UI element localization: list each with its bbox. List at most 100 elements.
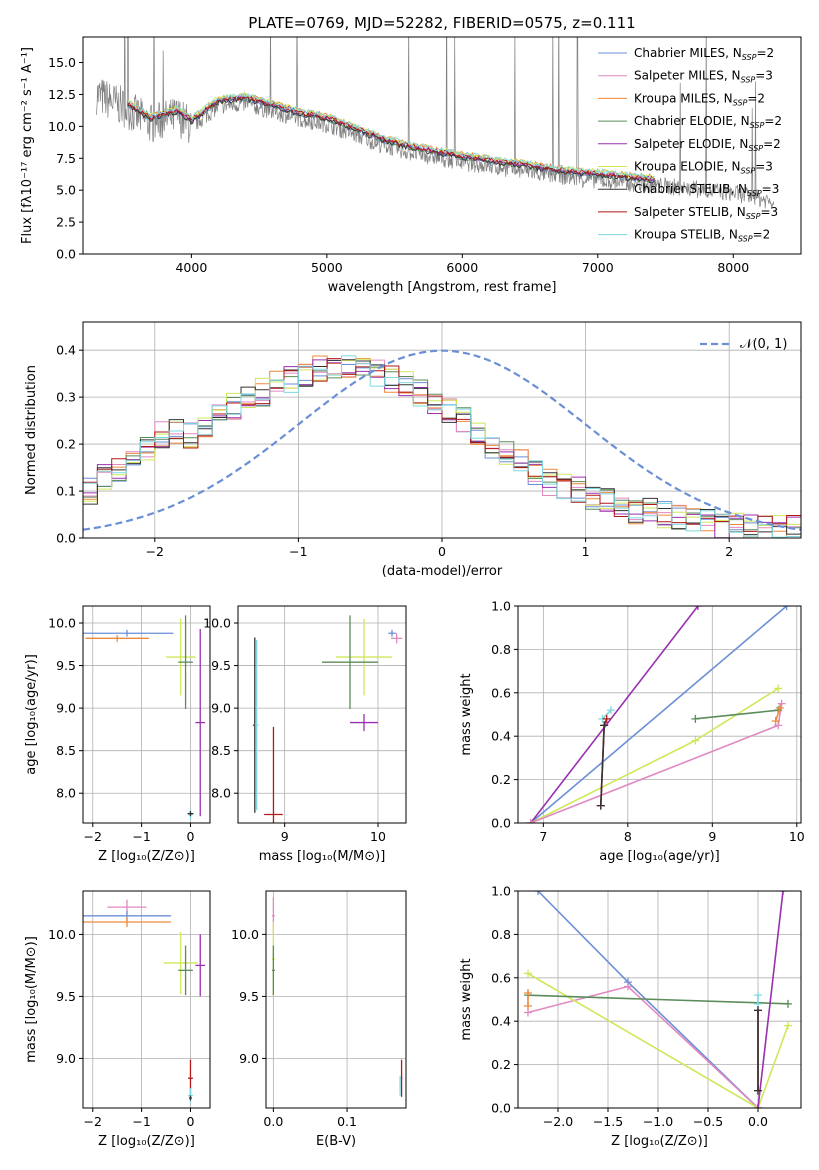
x-tick-label: −1: [289, 544, 307, 559]
x-tick-label: 0: [438, 544, 446, 559]
y-tick-label: 9.0: [211, 701, 231, 716]
chart-spectrum: 4000 5000 6000 7000 8000 0.0 2.5 5.0 7.5 10.0 12.5…: [20, 36, 802, 295]
x-tick-label: 6000: [446, 260, 478, 275]
y-tick-label: 9.0: [56, 1051, 76, 1066]
x-tick-label: 5000: [311, 260, 343, 275]
plot-area: [83, 615, 206, 820]
x-tick-label: 8: [624, 829, 632, 844]
y-tick-label: 9.5: [56, 658, 76, 673]
y-tick-label: 12.5: [48, 87, 76, 102]
weight-point: [779, 891, 787, 895]
x-tick-label: 4000: [175, 260, 207, 275]
y-tick-label: 7.5: [56, 151, 76, 166]
plot-area: [83, 349, 801, 538]
y-tick-label: 9.0: [56, 701, 76, 716]
weight-point: [693, 606, 702, 610]
chart-age-vs-Z: −2 −1 0 8.0 8.5 9.0 9.5 10.0 Z [log₁₀(Z/Z⊙)] age …: [24, 605, 211, 864]
x-axis-label: mass [log₁₀(M/M⊙)]: [259, 849, 386, 864]
y-tick-label: 0.0: [491, 1101, 511, 1116]
model-line-kroupa-elodie: [127, 92, 655, 180]
weight-line: [530, 703, 783, 823]
y-tick-label: 1.0: [491, 884, 511, 899]
model-line-kroupa-stelib: [127, 92, 655, 180]
y-tick-label: 8.0: [56, 786, 76, 801]
y-tick-label: 10.0: [48, 927, 76, 942]
legend: Chabrier MILES, NSSP=2 Salpeter MILES, NS…: [598, 46, 782, 244]
weight-point: [602, 714, 611, 723]
weight-line: [530, 687, 779, 823]
y-axis-label: Flux [fλ10⁻¹⁷ erg cm⁻² s⁻¹ A⁻¹]: [20, 47, 35, 244]
y-tick-label: 8.0: [211, 786, 231, 801]
x-tick-label: −2: [146, 544, 164, 559]
plot-area: [252, 615, 403, 823]
y-tick-label: 1.0: [491, 599, 511, 614]
x-tick-label: 1: [582, 544, 590, 559]
y-axis-label: mass weight: [459, 958, 474, 1040]
plots-container: 4000 5000 6000 7000 80000.02.55.07.510.012.5…: [20, 36, 805, 1149]
y-tick-label: 0.3: [56, 390, 76, 405]
weight-point: [754, 1086, 762, 1095]
axes-frame: [517, 605, 802, 824]
x-tick-label: 0.1: [337, 1114, 357, 1129]
legend-label: Kroupa ELODIE, NSSP=3: [634, 160, 773, 176]
y-tick-label: 0.2: [491, 772, 511, 787]
x-tick-label: 0.0: [263, 1114, 283, 1129]
x-tick-label: 7000: [582, 260, 614, 275]
axes-frame: [82, 321, 802, 539]
weight-line: [757, 891, 784, 1108]
axes-frame: [517, 890, 802, 1109]
weight-point: [524, 1002, 532, 1011]
y-axis-label: mass [log₁₀(M/M⊙)]: [24, 936, 39, 1063]
weight-point: [782, 606, 791, 610]
weight-line: [774, 707, 781, 722]
y-tick-label: 10.0: [231, 927, 259, 942]
y-tick-label: 15.0: [48, 55, 76, 70]
y-tick-label: 0.0: [491, 816, 511, 831]
axes-frame: [82, 605, 211, 824]
plot-area: [271, 897, 403, 1097]
chart-residuals: −2 −1 0 1 2 0.0 0.1 0.2 0.3 0.4 (data-model)/error…: [24, 321, 802, 579]
x-tick-label: −1: [132, 1114, 150, 1129]
y-tick-label: 9.5: [211, 658, 231, 673]
figure-title: PLATE=0769, MJD=52282, FIBERID=0575, z=0…: [248, 14, 635, 32]
legend-label: Chabrier ELODIE, NSSP=2: [634, 114, 782, 130]
x-tick-label: −2: [84, 1114, 102, 1129]
x-axis-label: Z [log₁₀(Z/Z⊙)]: [98, 849, 195, 864]
x-axis-label: wavelength [Angstrom, rest frame]: [328, 280, 557, 295]
weight-point: [600, 721, 609, 730]
legend-label: Chabrier STELIB, NSSP=3: [634, 182, 779, 198]
legend-label: Kroupa STELIB, NSSP=2: [634, 228, 770, 244]
chart-age-vs-mass: 9 10 8.0 8.5 9.0 9.5 10.0 mass [log₁₀(M/M⊙)]: [203, 605, 407, 864]
axes-frame: [82, 890, 211, 1109]
x-tick-label: 0: [186, 1114, 194, 1129]
y-tick-label: 0.4: [491, 1014, 511, 1029]
weight-point: [784, 999, 792, 1008]
y-tick-label: 0.2: [491, 1057, 511, 1072]
chart-massweight-vs-age: 7 8 9 10 0.0 0.2 0.4 0.6 0.8 1.0 age [log₁₀(age/yr…: [459, 599, 805, 865]
weight-point: [775, 703, 784, 712]
hist-chabrier-miles: [83, 360, 801, 538]
x-tick-label: 10: [789, 829, 805, 844]
weight-point: [774, 684, 783, 693]
axes-frame: [237, 605, 407, 824]
x-tick-label: −0.5: [693, 1114, 723, 1129]
x-tick-label: 0: [186, 829, 194, 844]
plot-area: [83, 899, 206, 1104]
y-tick-label: 0.8: [491, 927, 511, 942]
weight-point: [691, 736, 700, 745]
x-tick-label: −1.0: [643, 1114, 673, 1129]
plot-area: [526, 606, 791, 823]
y-tick-label: 9.5: [56, 989, 76, 1004]
weight-line: [695, 709, 779, 720]
x-tick-label: 8000: [717, 260, 749, 275]
weight-point: [524, 969, 532, 978]
x-tick-label: 9: [281, 829, 289, 844]
x-tick-label: 9: [708, 829, 716, 844]
model-line-kroupa-miles: [127, 91, 655, 180]
y-tick-label: 0.1: [56, 484, 76, 499]
legend-label: Salpeter MILES, NSSP=3: [634, 69, 773, 85]
y-tick-label: 0.0: [56, 247, 76, 262]
weight-point: [777, 699, 786, 708]
weight-line: [530, 606, 788, 823]
weight-point: [524, 988, 532, 997]
